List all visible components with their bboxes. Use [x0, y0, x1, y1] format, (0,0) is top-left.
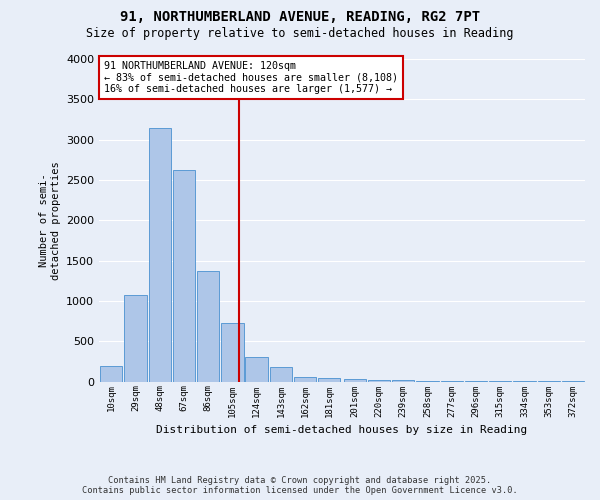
Bar: [344, 379, 366, 382]
Text: 91, NORTHUMBERLAND AVENUE, READING, RG2 7PT: 91, NORTHUMBERLAND AVENUE, READING, RG2 …: [120, 10, 480, 24]
Bar: [245, 358, 268, 382]
Bar: [124, 295, 146, 382]
Bar: [197, 270, 220, 382]
Bar: [440, 381, 463, 382]
Text: 91 NORTHUMBERLAND AVENUE: 120sqm
← 83% of semi-detached houses are smaller (8,10: 91 NORTHUMBERLAND AVENUE: 120sqm ← 83% o…: [104, 60, 398, 94]
Text: Size of property relative to semi-detached houses in Reading: Size of property relative to semi-detach…: [86, 28, 514, 40]
Bar: [149, 128, 171, 382]
Bar: [270, 366, 292, 382]
Y-axis label: Number of semi-
detached properties: Number of semi- detached properties: [39, 161, 61, 280]
Bar: [294, 377, 316, 382]
Text: Contains HM Land Registry data © Crown copyright and database right 2025.
Contai: Contains HM Land Registry data © Crown c…: [82, 476, 518, 495]
Bar: [318, 378, 340, 382]
Bar: [100, 366, 122, 382]
Bar: [173, 170, 195, 382]
X-axis label: Distribution of semi-detached houses by size in Reading: Distribution of semi-detached houses by …: [157, 425, 527, 435]
Bar: [221, 323, 244, 382]
Bar: [416, 381, 439, 382]
Bar: [368, 380, 390, 382]
Bar: [392, 380, 415, 382]
